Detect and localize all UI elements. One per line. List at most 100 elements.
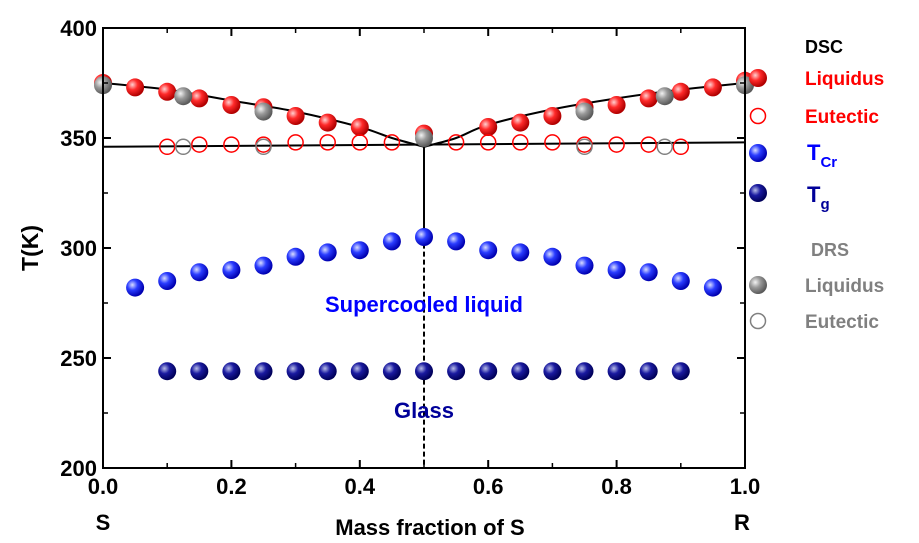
legend-tcr-label: TCr xyxy=(807,140,837,171)
x-tick-label: 0.0 xyxy=(88,474,119,499)
y-tick-label: 300 xyxy=(60,236,97,261)
legend-drs-liquidus-marker xyxy=(749,276,767,294)
point-tcr xyxy=(479,241,498,260)
y-tick-label: 250 xyxy=(60,346,97,371)
point-dsc-eutectic xyxy=(158,138,176,156)
point-dsc-eutectic xyxy=(191,136,208,153)
point-dsc-liquidus xyxy=(543,107,562,125)
point-drs-eutectic xyxy=(255,138,272,156)
annotation-glass: Glass xyxy=(394,398,454,423)
point-dsc-eutectic xyxy=(640,136,657,153)
point-tg xyxy=(318,362,337,381)
x-axis-label: Mass fraction of S xyxy=(335,515,524,540)
point-tcr xyxy=(703,278,722,297)
point-dsc-eutectic xyxy=(383,134,401,151)
point-dsc-liquidus xyxy=(318,113,337,132)
legend-dsc-liquidus-label: Liquidus xyxy=(805,69,884,90)
legend-dsc-header: DSC xyxy=(805,37,843,57)
x-tick-label: 0.4 xyxy=(345,474,376,499)
point-tg xyxy=(190,362,209,381)
y-axis-label: T(K) xyxy=(17,225,43,271)
point-dsc-liquidus xyxy=(190,89,209,108)
point-tg xyxy=(350,362,369,381)
point-tg xyxy=(382,362,401,381)
y-tick-label: 200 xyxy=(60,456,97,481)
legend-dsc-liquidus-marker xyxy=(749,69,767,87)
point-dsc-eutectic xyxy=(672,138,690,156)
annotation-supercooled-liquid: Supercooled liquid xyxy=(325,292,523,317)
x-tick-label: 0.8 xyxy=(601,474,632,499)
legend-tcr-marker xyxy=(749,144,767,162)
point-tg xyxy=(415,362,433,381)
point-tcr xyxy=(671,272,690,290)
point-dsc-eutectic xyxy=(512,134,529,151)
point-dsc-liquidus xyxy=(639,89,658,108)
point-dsc-eutectic xyxy=(447,134,465,151)
legend-drs-liquidus-label: Liquidus xyxy=(805,276,884,297)
point-dsc-liquidus xyxy=(158,82,177,101)
point-dsc-liquidus xyxy=(350,118,369,136)
point-dsc-eutectic xyxy=(544,134,561,151)
point-tg xyxy=(671,362,690,381)
point-dsc-eutectic xyxy=(223,136,240,153)
x-tick-label: 0.2 xyxy=(216,474,247,499)
point-drs-liquidus xyxy=(655,87,674,106)
point-drs-eutectic xyxy=(576,138,593,156)
point-tcr xyxy=(126,278,145,297)
point-tg xyxy=(575,362,594,381)
data-markers xyxy=(94,71,754,381)
point-dsc-liquidus xyxy=(511,113,530,132)
point-tcr xyxy=(415,228,433,246)
point-tg xyxy=(222,362,241,381)
point-tg xyxy=(607,362,626,381)
point-tcr xyxy=(607,261,626,279)
axis-ticks: 200 250 300 350 400 0.0 0.2 0.4 0.6 0.8 1.0 xyxy=(60,16,760,499)
point-dsc-liquidus xyxy=(479,118,498,136)
point-dsc-eutectic xyxy=(287,134,304,151)
point-dsc-eutectic xyxy=(608,136,625,153)
point-dsc-liquidus xyxy=(126,78,145,97)
point-tcr xyxy=(543,247,562,266)
point-tcr xyxy=(447,232,466,251)
point-drs-liquidus xyxy=(174,87,193,106)
point-tcr xyxy=(318,243,337,262)
x-tick-label: 0.6 xyxy=(473,474,504,499)
point-tg xyxy=(158,362,177,381)
point-tg xyxy=(511,362,530,381)
point-tg xyxy=(639,362,658,381)
point-tg xyxy=(286,362,305,381)
point-tg xyxy=(447,362,466,381)
point-tg xyxy=(543,362,562,381)
point-tcr xyxy=(222,261,241,279)
point-drs-eutectic xyxy=(175,138,192,156)
point-tcr xyxy=(190,263,209,282)
point-tcr xyxy=(158,272,177,290)
legend-drs-eutectic-label: Eutectic xyxy=(805,312,879,333)
y-tick-label: 400 xyxy=(60,16,97,41)
point-tcr xyxy=(639,263,658,282)
point-tcr xyxy=(286,247,305,266)
point-tcr xyxy=(511,243,530,262)
point-tg xyxy=(254,362,273,381)
x-left-end-label: S xyxy=(96,510,111,535)
point-dsc-eutectic xyxy=(351,134,369,151)
point-dsc-eutectic xyxy=(319,134,336,151)
point-tg xyxy=(479,362,498,381)
point-drs-liquidus xyxy=(254,102,273,121)
point-drs-eutectic xyxy=(656,138,673,156)
legend-tg-label: Tg xyxy=(807,182,830,213)
point-tcr xyxy=(254,256,273,275)
point-dsc-liquidus xyxy=(671,82,690,101)
legend: DSC Liquidus Eutectic TCr Tg DRS Liquidu… xyxy=(749,37,884,333)
legend-dsc-eutectic-marker xyxy=(749,107,767,125)
point-tcr xyxy=(382,232,401,251)
legend-drs-header: DRS xyxy=(811,240,849,260)
point-dsc-liquidus xyxy=(222,96,241,114)
point-tcr xyxy=(350,241,369,260)
x-right-end-label: R xyxy=(734,510,750,535)
point-dsc-liquidus xyxy=(607,96,626,114)
legend-dsc-eutectic-label: Eutectic xyxy=(805,107,879,128)
legend-drs-eutectic-marker xyxy=(749,312,767,330)
point-drs-liquidus xyxy=(575,102,594,121)
